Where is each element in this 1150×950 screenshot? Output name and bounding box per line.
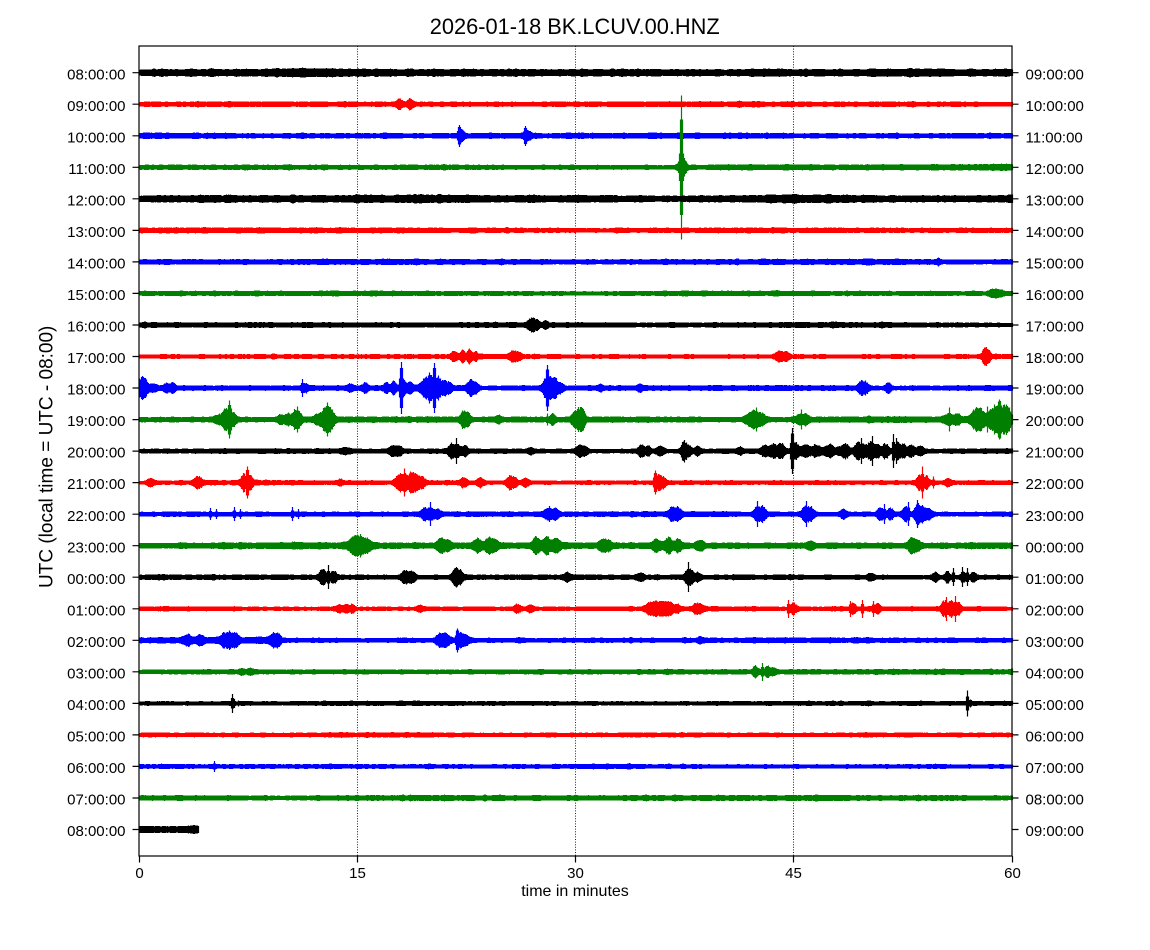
svg-text:06:00:00: 06:00:00 <box>1026 729 1084 746</box>
svg-text:04:00:00: 04:00:00 <box>67 697 125 714</box>
svg-text:20:00:00: 20:00:00 <box>1026 413 1084 430</box>
svg-text:04:00:00: 04:00:00 <box>1026 665 1084 682</box>
svg-text:23:00:00: 23:00:00 <box>1026 508 1084 525</box>
svg-text:09:00:00: 09:00:00 <box>1026 823 1084 840</box>
svg-text:13:00:00: 13:00:00 <box>67 224 125 241</box>
svg-text:13:00:00: 13:00:00 <box>1026 192 1084 209</box>
svg-text:time in minutes: time in minutes <box>521 883 629 900</box>
svg-text:02:00:00: 02:00:00 <box>1026 602 1084 619</box>
svg-text:01:00:00: 01:00:00 <box>1026 571 1084 588</box>
svg-text:08:00:00: 08:00:00 <box>67 66 125 83</box>
svg-text:00:00:00: 00:00:00 <box>67 571 125 588</box>
svg-text:22:00:00: 22:00:00 <box>67 508 125 525</box>
svg-text:09:00:00: 09:00:00 <box>67 98 125 115</box>
svg-text:08:00:00: 08:00:00 <box>1026 792 1084 809</box>
svg-text:12:00:00: 12:00:00 <box>1026 161 1084 178</box>
svg-text:01:00:00: 01:00:00 <box>67 602 125 619</box>
svg-text:12:00:00: 12:00:00 <box>67 192 125 209</box>
svg-text:07:00:00: 07:00:00 <box>67 792 125 809</box>
svg-text:18:00:00: 18:00:00 <box>1026 350 1084 367</box>
svg-text:03:00:00: 03:00:00 <box>1026 634 1084 651</box>
svg-text:10:00:00: 10:00:00 <box>67 129 125 146</box>
svg-text:16:00:00: 16:00:00 <box>1026 287 1084 304</box>
svg-text:17:00:00: 17:00:00 <box>67 350 125 367</box>
svg-text:19:00:00: 19:00:00 <box>67 413 125 430</box>
svg-text:14:00:00: 14:00:00 <box>67 256 125 273</box>
svg-text:18:00:00: 18:00:00 <box>67 382 125 399</box>
svg-text:21:00:00: 21:00:00 <box>67 476 125 493</box>
svg-text:60: 60 <box>1004 865 1021 882</box>
svg-text:15: 15 <box>349 865 366 882</box>
svg-text:15:00:00: 15:00:00 <box>67 287 125 304</box>
svg-text:03:00:00: 03:00:00 <box>67 665 125 682</box>
svg-text:22:00:00: 22:00:00 <box>1026 476 1084 493</box>
svg-text:08:00:00: 08:00:00 <box>67 823 125 840</box>
svg-text:00:00:00: 00:00:00 <box>1026 539 1084 556</box>
svg-text:16:00:00: 16:00:00 <box>67 319 125 336</box>
svg-text:06:00:00: 06:00:00 <box>67 760 125 777</box>
svg-text:11:00:00: 11:00:00 <box>68 161 125 178</box>
svg-text:30: 30 <box>567 865 584 882</box>
svg-text:11:00:00: 11:00:00 <box>1026 129 1083 146</box>
svg-text:02:00:00: 02:00:00 <box>67 634 125 651</box>
svg-text:07:00:00: 07:00:00 <box>1026 760 1084 777</box>
svg-text:UTC (local time = UTC - 08:00): UTC (local time = UTC - 08:00) <box>37 326 58 588</box>
svg-text:10:00:00: 10:00:00 <box>1026 98 1084 115</box>
svg-text:15:00:00: 15:00:00 <box>1026 256 1084 273</box>
svg-text:05:00:00: 05:00:00 <box>67 729 125 746</box>
svg-text:20:00:00: 20:00:00 <box>67 445 125 462</box>
svg-text:21:00:00: 21:00:00 <box>1026 445 1084 462</box>
svg-text:05:00:00: 05:00:00 <box>1026 697 1084 714</box>
svg-text:23:00:00: 23:00:00 <box>67 539 125 556</box>
svg-text:09:00:00: 09:00:00 <box>1026 66 1084 83</box>
svg-text:14:00:00: 14:00:00 <box>1026 224 1084 241</box>
svg-text:45: 45 <box>785 865 802 882</box>
svg-text:19:00:00: 19:00:00 <box>1026 382 1084 399</box>
svg-text:0: 0 <box>135 865 143 882</box>
svg-text:17:00:00: 17:00:00 <box>1026 319 1084 336</box>
svg-text:2026-01-18 BK.LCUV.00.HNZ: 2026-01-18 BK.LCUV.00.HNZ <box>430 14 720 39</box>
